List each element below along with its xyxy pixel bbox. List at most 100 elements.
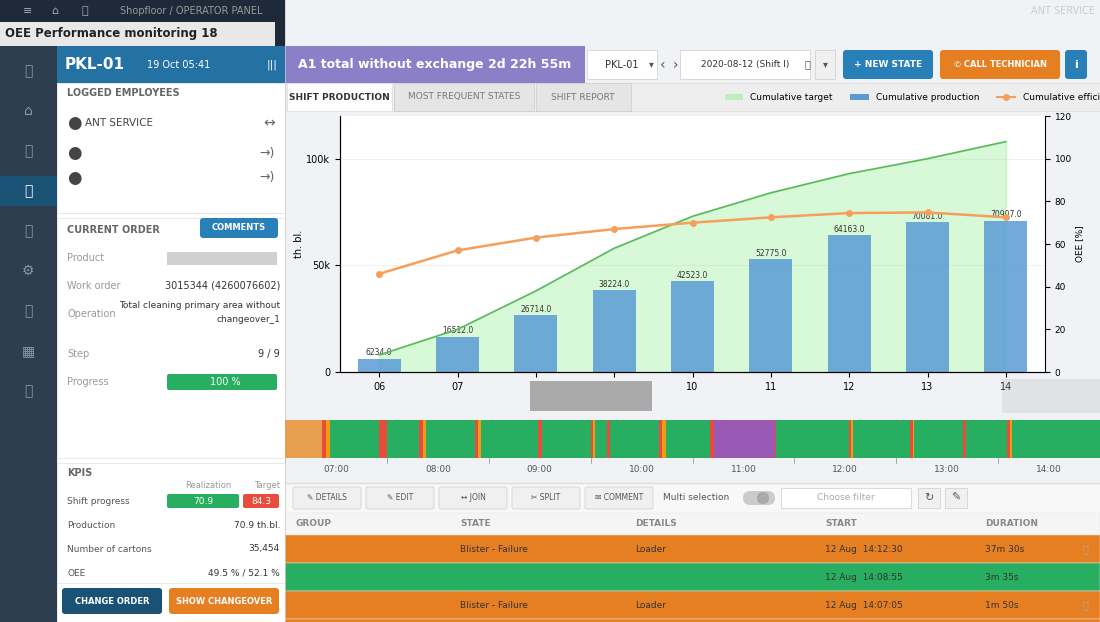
FancyBboxPatch shape [378, 420, 383, 458]
Text: 1m 50s: 1m 50s [984, 600, 1019, 610]
FancyBboxPatch shape [167, 252, 277, 265]
Text: 👥: 👥 [24, 224, 32, 238]
Text: 🔌: 🔌 [24, 304, 32, 318]
Text: →): →) [260, 172, 275, 185]
FancyBboxPatch shape [662, 420, 665, 458]
FancyBboxPatch shape [714, 420, 774, 458]
FancyBboxPatch shape [966, 420, 1008, 458]
Text: 3015344 (4260076602): 3015344 (4260076602) [165, 281, 280, 291]
Text: 70.9 th.bl.: 70.9 th.bl. [233, 521, 280, 529]
FancyBboxPatch shape [913, 420, 914, 458]
Text: Total cleaning primary area without: Total cleaning primary area without [119, 302, 280, 310]
Text: ●: ● [67, 144, 81, 162]
FancyBboxPatch shape [285, 563, 1100, 591]
Text: 3m 35s: 3m 35s [984, 572, 1019, 582]
Text: Product: Product [67, 253, 104, 263]
Text: SHOW CHANGEOVER: SHOW CHANGEOVER [176, 596, 272, 605]
Text: 📋: 📋 [24, 384, 32, 398]
Text: 52775.0: 52775.0 [755, 249, 786, 258]
Text: START: START [825, 519, 857, 529]
FancyBboxPatch shape [326, 420, 330, 458]
Bar [906, 223, 949, 372]
Text: 16512.0: 16512.0 [442, 327, 473, 335]
Text: ✎: ✎ [952, 493, 960, 503]
FancyBboxPatch shape [659, 420, 662, 458]
FancyBboxPatch shape [366, 487, 434, 509]
FancyBboxPatch shape [57, 46, 285, 83]
Bar [593, 290, 636, 372]
Text: ●: ● [67, 114, 81, 132]
FancyBboxPatch shape [1002, 379, 1100, 413]
Text: Operation: Operation [67, 309, 116, 319]
Text: ‹: ‹ [660, 57, 666, 72]
Text: MOST FREQUENT STATES: MOST FREQUENT STATES [408, 93, 520, 101]
Text: 35,454: 35,454 [249, 544, 280, 554]
Text: 12 Aug  14:08:55: 12 Aug 14:08:55 [825, 572, 903, 582]
Text: ✆ CALL TECHNICIAN: ✆ CALL TECHNICIAN [954, 60, 1046, 69]
Text: SHIFT REPORT: SHIFT REPORT [551, 93, 615, 101]
Text: 14:00: 14:00 [1036, 465, 1062, 475]
Text: changeover_1: changeover_1 [216, 315, 280, 323]
FancyBboxPatch shape [851, 420, 854, 458]
FancyBboxPatch shape [1065, 50, 1087, 79]
FancyBboxPatch shape [285, 513, 1100, 535]
FancyBboxPatch shape [287, 83, 392, 111]
FancyBboxPatch shape [285, 46, 585, 83]
FancyBboxPatch shape [387, 420, 419, 458]
FancyBboxPatch shape [1008, 420, 1010, 458]
Text: 70907.0: 70907.0 [990, 210, 1022, 220]
FancyBboxPatch shape [776, 420, 849, 458]
Text: SHIFT PRODUCTION: SHIFT PRODUCTION [288, 93, 389, 101]
Text: 49.5 % / 52.1 %: 49.5 % / 52.1 % [208, 569, 280, 577]
Text: ↻: ↻ [924, 493, 934, 503]
Text: Loader: Loader [635, 544, 666, 554]
FancyBboxPatch shape [849, 420, 851, 458]
FancyBboxPatch shape [610, 420, 659, 458]
FancyBboxPatch shape [0, 22, 275, 46]
Text: ↔: ↔ [263, 116, 275, 130]
FancyBboxPatch shape [57, 46, 285, 622]
Text: ✎ EDIT: ✎ EDIT [387, 493, 414, 503]
Bar [436, 337, 478, 372]
Text: Multi selection: Multi selection [663, 493, 729, 503]
Y-axis label: th. bl.: th. bl. [294, 230, 304, 258]
Text: ⌂: ⌂ [23, 104, 32, 118]
Text: Blister - Failure: Blister - Failure [460, 600, 528, 610]
Text: ⌂: ⌂ [52, 6, 58, 16]
FancyBboxPatch shape [285, 591, 1100, 619]
FancyBboxPatch shape [57, 83, 285, 213]
FancyBboxPatch shape [167, 374, 277, 390]
FancyBboxPatch shape [918, 488, 940, 508]
Text: 📊: 📊 [24, 144, 32, 158]
Text: 26714.0: 26714.0 [520, 305, 551, 313]
Text: 💬: 💬 [1082, 544, 1088, 554]
FancyBboxPatch shape [910, 420, 913, 458]
Text: A1 total without exchange 2d 22h 55m: A1 total without exchange 2d 22h 55m [298, 58, 572, 71]
Text: Choose filter: Choose filter [817, 493, 874, 503]
Text: OEE: OEE [67, 569, 86, 577]
Text: 2020-08-12 (Shift I): 2020-08-12 (Shift I) [701, 60, 789, 69]
FancyBboxPatch shape [1012, 420, 1100, 458]
FancyBboxPatch shape [285, 619, 1100, 622]
Bar [984, 221, 1027, 372]
FancyBboxPatch shape [945, 488, 967, 508]
Legend: Cumulative target, Cumulative production, Cumulative efficiency: Cumulative target, Cumulative production… [720, 90, 1100, 106]
Text: DURATION: DURATION [984, 519, 1038, 529]
FancyBboxPatch shape [536, 83, 631, 111]
FancyBboxPatch shape [541, 420, 591, 458]
FancyBboxPatch shape [383, 420, 387, 458]
Text: Progress: Progress [67, 377, 109, 387]
FancyBboxPatch shape [539, 420, 541, 458]
FancyBboxPatch shape [293, 487, 361, 509]
FancyBboxPatch shape [529, 381, 651, 411]
Text: 🔍: 🔍 [24, 64, 32, 78]
Bar [671, 281, 714, 372]
Text: 12 Aug  14:07:05: 12 Aug 14:07:05 [825, 600, 903, 610]
Text: Loader: Loader [635, 600, 666, 610]
FancyBboxPatch shape [757, 492, 769, 504]
Text: Shopfloor / OPERATOR PANEL: Shopfloor / OPERATOR PANEL [120, 6, 263, 16]
Text: ▾: ▾ [649, 60, 653, 70]
FancyBboxPatch shape [781, 488, 911, 508]
Text: Number of cartons: Number of cartons [67, 544, 152, 554]
Text: |||: ||| [266, 59, 277, 70]
